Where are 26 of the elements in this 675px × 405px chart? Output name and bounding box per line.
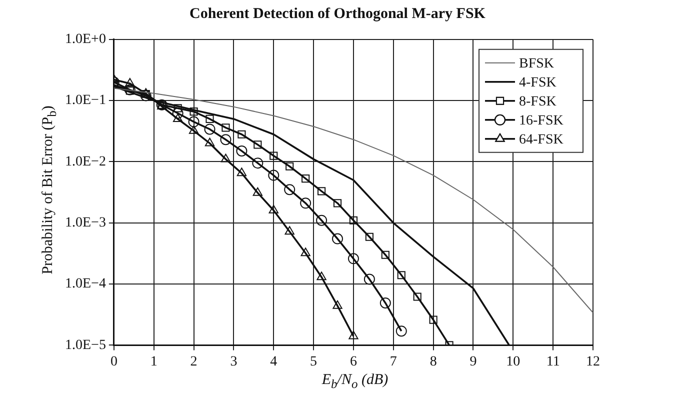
x-tick-label: 1	[150, 354, 158, 370]
x-tick-label: 5	[310, 354, 318, 370]
x-tick-label: 10	[506, 354, 520, 370]
y-tick-label: 1.0E−2	[64, 154, 106, 170]
x-tick-label: 0	[110, 354, 118, 370]
x-tick-label: 11	[546, 354, 560, 370]
legend-label: BFSK	[519, 56, 554, 72]
x-tick-label: 2	[190, 354, 198, 370]
legend-label: 4-FSK	[519, 76, 556, 91]
x-tick-label: 3	[230, 354, 238, 370]
chart-title: Coherent Detection of Orthogonal M-ary FSK	[188, 6, 486, 23]
y-tick-label: 1.0E−4	[64, 276, 106, 292]
legend-label: 16-FSK	[519, 114, 564, 129]
legend-label: 64-FSK	[519, 132, 564, 148]
legend-label: 8-FSK	[519, 94, 556, 110]
y-tick-label: 1.0E−1	[64, 93, 106, 108]
y-tick-label: 1.0E+0	[64, 32, 106, 48]
x-tick-label: 9	[470, 354, 477, 370]
x-tick-label: 4	[270, 354, 278, 370]
x-tick-label: 7	[390, 354, 397, 370]
y-tick-label: 1.0E−3	[64, 216, 106, 231]
y-tick-label: 1.0E−5	[64, 338, 106, 353]
x-axis-title: E$_{b}$/N$_{o}$ (dB)	[320, 372, 390, 392]
x-tick-label: 8	[430, 354, 437, 370]
x-tick-label: 12	[586, 354, 600, 370]
x-tick-label: 6	[350, 354, 357, 370]
